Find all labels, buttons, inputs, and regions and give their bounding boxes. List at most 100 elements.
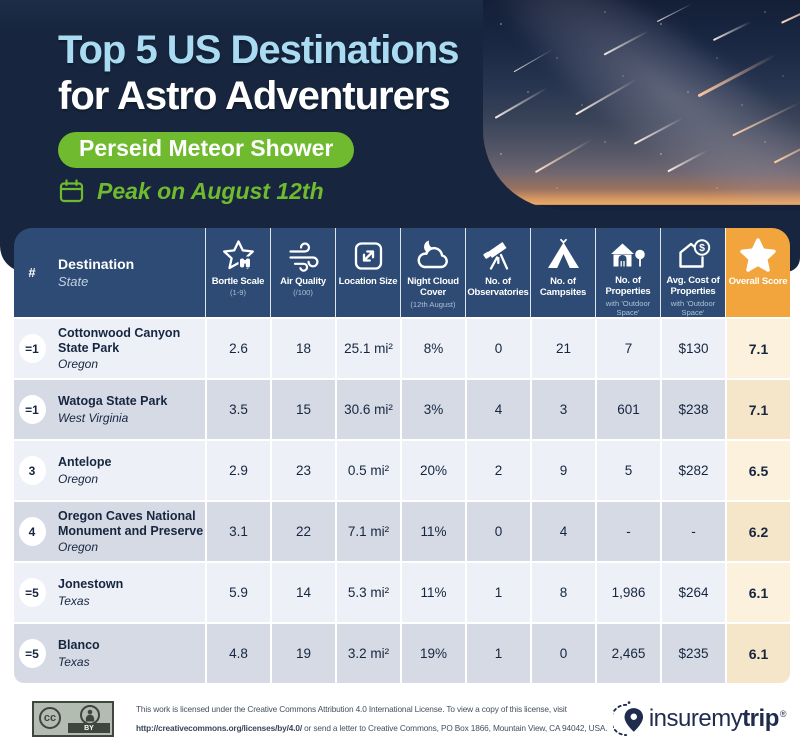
score-cell: 7.1	[725, 319, 790, 378]
value-cell-location-size: 30.6 mi²	[335, 380, 400, 439]
value-cell-bortle-scale: 3.5	[205, 380, 270, 439]
column-label: Avg. Cost of Properties	[666, 275, 720, 298]
value-cell-no-of-observatories: 4	[465, 380, 530, 439]
column-sublabel: with 'Outdoor Space'	[670, 298, 716, 317]
cloud-moon-icon	[413, 235, 453, 276]
column-header-no-of-campsites: No. of Campsites	[530, 228, 595, 317]
table-row: =1 Watoga State Park West Virginia 3.5 15 30.…	[14, 378, 790, 439]
column-header-night-cloud-cover: Night Cloud Cover (12th August)	[400, 228, 465, 317]
destination-state: Texas	[58, 593, 90, 608]
footer: cc BY This work is licensed under the Cr…	[0, 688, 800, 750]
column-header-no-of-properties: No. of Properties with 'Outdoor Space'	[595, 228, 660, 317]
rank-badge: =5	[18, 578, 46, 607]
value-cell-night-cloud-cover: 19%	[400, 624, 465, 683]
value-cell-bortle-scale: 4.8	[205, 624, 270, 683]
value-cell-location-size: 25.1 mi²	[335, 319, 400, 378]
column-header-location-size: Location Size	[335, 228, 400, 317]
value-cell-location-size: 3.2 mi²	[335, 624, 400, 683]
destination-column-header: Destination State	[50, 228, 205, 317]
value-cell-avg-cost-of-properties: $282	[660, 441, 725, 500]
column-header-overall-score: Overall Score	[725, 228, 790, 317]
value-cell-no-of-properties: -	[595, 502, 660, 561]
value-cell-night-cloud-cover: 20%	[400, 441, 465, 500]
state-header-label: State	[58, 274, 89, 289]
value-cell-air-quality: 22	[270, 502, 335, 561]
rank-cell: =1	[14, 319, 50, 378]
table-row: =5 Blanco Texas 4.8 19 3.2 mi² 19% 1 0 2,465 $235 6…	[14, 622, 790, 683]
destination-state: Oregon	[58, 540, 99, 555]
value-cell-location-size: 7.1 mi²	[335, 502, 400, 561]
column-header-air-quality: Air Quality (/100)	[270, 228, 335, 317]
page-title: Top 5 US Destinations for Astro Adventure…	[58, 28, 460, 119]
value-cell-air-quality: 18	[270, 319, 335, 378]
value-cell-bortle-scale: 3.1	[205, 502, 270, 561]
star-icon	[738, 235, 778, 276]
value-cell-no-of-properties: 601	[595, 380, 660, 439]
tent-icon	[545, 235, 582, 276]
value-cell-no-of-observatories: 2	[465, 441, 530, 500]
destination-state: Oregon	[58, 357, 99, 372]
value-cell-avg-cost-of-properties: -	[660, 502, 725, 561]
telescope-icon	[480, 235, 517, 276]
person-icon	[80, 705, 100, 725]
destination-state: Oregon	[58, 471, 99, 486]
column-label: No. of Observatories	[467, 276, 529, 299]
value-cell-avg-cost-of-properties: $130	[660, 319, 725, 378]
value-cell-air-quality: 14	[270, 563, 335, 622]
value-cell-no-of-campsites: 21	[530, 319, 595, 378]
rank-badge: =5	[18, 639, 46, 668]
value-cell-no-of-observatories: 1	[465, 563, 530, 622]
destination-cell: Watoga State Park West Virginia	[50, 380, 205, 439]
destination-cell: Oregon Caves National Monument and Prese…	[50, 502, 205, 561]
column-label: Location Size	[338, 276, 398, 287]
rank-badge: =1	[18, 334, 46, 363]
score-cell: 6.2	[725, 502, 790, 561]
column-header-bortle-scale: Bortle Scale (1-9)	[205, 228, 270, 317]
value-cell-no-of-observatories: 0	[465, 502, 530, 561]
table-header: # Destination State Bortle Scale (1-9) Air…	[14, 228, 790, 317]
value-cell-no-of-campsites: 0	[530, 624, 595, 683]
column-sublabel: (12th August)	[410, 299, 456, 309]
license-line-1: This work is licensed under the Creative…	[136, 703, 567, 714]
column-sublabel: (/100)	[293, 288, 313, 298]
rank-badge: =1	[18, 395, 46, 424]
value-cell-no-of-observatories: 1	[465, 624, 530, 683]
title-line-2: for Astro Adventurers	[58, 73, 451, 118]
column-sublabel: (1-9)	[229, 288, 247, 298]
logo-wordmark: insuremytrip®	[648, 705, 787, 732]
rank-column-header: #	[28, 265, 36, 280]
license-line-2: or send a letter to Creative Commons, PO…	[302, 723, 608, 733]
wind-icon	[285, 235, 322, 276]
destination-cell: Blanco Texas	[50, 624, 205, 683]
destination-header-label: Destination	[58, 256, 135, 272]
score-cell: 6.1	[725, 563, 790, 622]
peak-date: Peak on August 12th	[58, 178, 459, 205]
value-cell-bortle-scale: 2.6	[205, 319, 270, 378]
value-cell-location-size: 5.3 mi²	[335, 563, 400, 622]
score-cell: 6.1	[725, 624, 790, 683]
map-pin-icon	[612, 700, 647, 738]
title-line-1: Top 5 US Destinations	[58, 28, 460, 72]
rank-cell: =5	[14, 624, 50, 683]
value-cell-air-quality: 19	[270, 624, 335, 683]
license-url: http://creativecommons.org/licenses/by/4…	[136, 723, 302, 733]
rank-cell: 4	[14, 502, 50, 561]
value-cell-air-quality: 23	[270, 441, 335, 500]
registered-mark: ®	[779, 709, 787, 719]
license-text: This work is licensed under the Creative…	[136, 700, 608, 738]
hero-header: Top 5 US Destinations for Astro Adventure…	[0, 0, 800, 272]
table-row: =5 Jonestown Texas 5.9 14 5.3 mi² 11% 1 8 1,986 $2…	[14, 561, 790, 622]
destination-cell: Antelope Oregon	[50, 441, 205, 500]
destination-state: West Virginia	[58, 410, 129, 425]
cc-by-license-badge: cc BY	[32, 701, 114, 737]
value-cell-avg-cost-of-properties: $238	[660, 380, 725, 439]
table-row: 3 Antelope Oregon 2.9 23 0.5 mi² 20% 2 9 5 $282 6.5	[14, 439, 790, 500]
value-cell-night-cloud-cover: 11%	[400, 563, 465, 622]
destinations-table: # Destination State Bortle Scale (1-9) Air…	[14, 228, 790, 683]
column-header-avg-cost-of-properties: $ Avg. Cost of Properties with 'Outdoor Sp…	[660, 228, 725, 317]
value-cell-night-cloud-cover: 3%	[400, 380, 465, 439]
destination-cell: Jonestown Texas	[50, 563, 205, 622]
destination-name: Blanco	[58, 638, 100, 653]
destination-state: Texas	[58, 654, 90, 669]
value-cell-night-cloud-cover: 11%	[400, 502, 465, 561]
